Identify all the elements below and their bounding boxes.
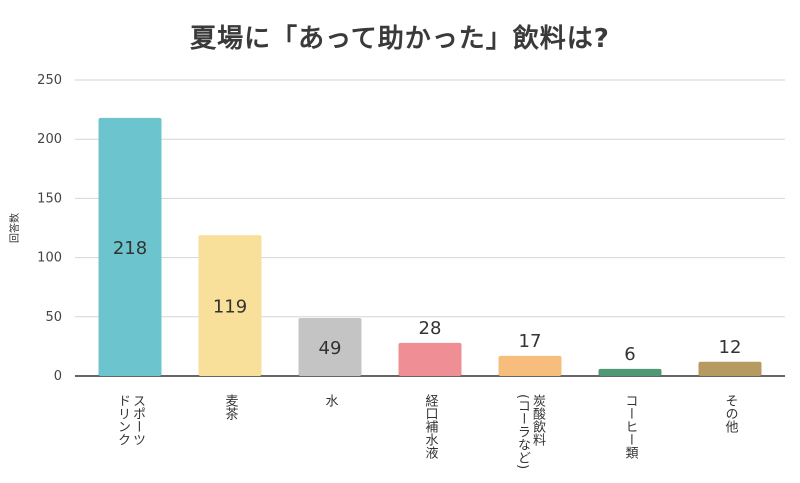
y-tick-label: 200 — [37, 132, 62, 147]
data-label: 28 — [419, 318, 442, 339]
data-label: 12 — [719, 337, 742, 358]
y-tick-label: 250 — [37, 73, 62, 88]
chart-title: 夏場に「あって助かった」飲料は? — [190, 24, 610, 54]
category-label: (コーラなど) — [515, 394, 530, 469]
category-label: 炭酸飲料 — [530, 394, 546, 446]
y-tick-label: 150 — [37, 191, 62, 206]
category-label: 麦茶 — [223, 394, 239, 420]
bar — [98, 117, 162, 376]
data-label: 49 — [319, 338, 342, 359]
y-tick-label: 50 — [45, 310, 62, 325]
bars: 218 119 49 28 17 6 12 — [98, 117, 762, 376]
bar — [198, 235, 262, 376]
bar — [298, 317, 362, 376]
category-label: 経口補水液 — [423, 394, 439, 459]
bar — [398, 342, 462, 376]
data-label: 6 — [624, 344, 635, 365]
category-label: ドリンク — [115, 394, 130, 446]
y-tick-label: 0 — [54, 369, 62, 384]
category-label: 水 — [323, 394, 339, 407]
gridlines — [75, 79, 785, 377]
category-label: スポーツ — [130, 394, 145, 446]
bar — [598, 368, 662, 376]
data-label: 17 — [519, 331, 542, 352]
y-axis-label: 回答数 — [8, 213, 21, 243]
data-label: 119 — [213, 297, 247, 318]
data-label: 218 — [113, 238, 147, 259]
category-label: コーヒー類 — [623, 394, 639, 459]
y-axis-ticks: 0 50 100 150 200 250 — [37, 73, 62, 384]
bar — [698, 361, 762, 376]
y-tick-label: 100 — [37, 251, 62, 266]
category-label: その他 — [723, 394, 739, 434]
bar — [498, 355, 562, 376]
